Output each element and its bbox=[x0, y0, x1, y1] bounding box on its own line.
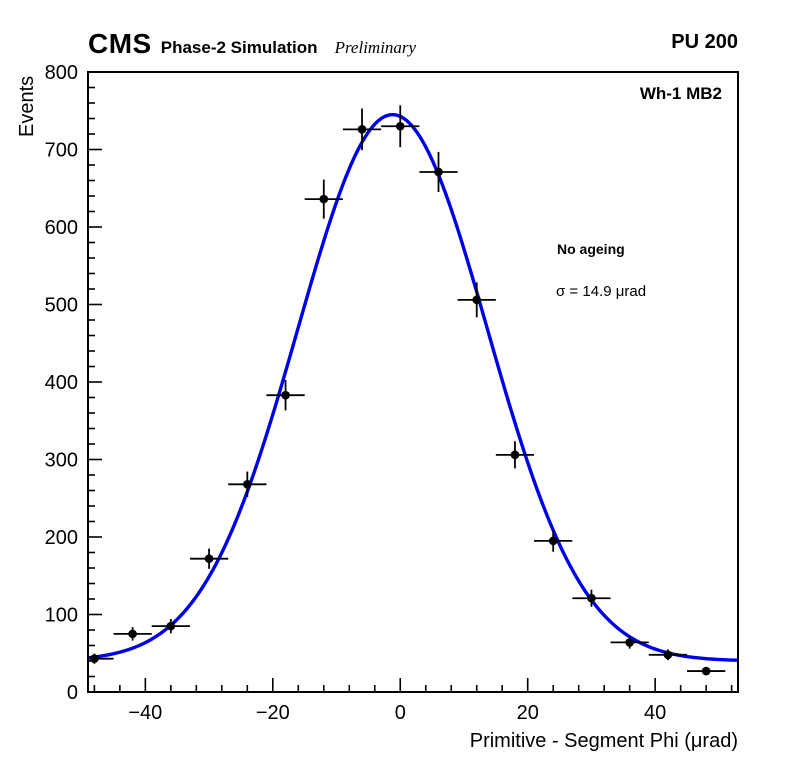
data-point bbox=[88, 653, 114, 664]
cms-logo: CMS bbox=[88, 28, 152, 59]
y-axis-title: Events bbox=[16, 76, 38, 137]
data-point bbox=[113, 627, 152, 641]
data-marker bbox=[357, 125, 367, 134]
x-tick-label: −40 bbox=[128, 702, 162, 724]
y-tick-label: 600 bbox=[45, 217, 78, 239]
x-tick-label: 20 bbox=[517, 702, 539, 724]
header: CMS Phase-2 Simulation Preliminary bbox=[88, 28, 416, 60]
data-marker bbox=[663, 650, 673, 660]
data-point bbox=[687, 666, 726, 676]
data-point bbox=[495, 441, 535, 469]
gaussian-fit-curve bbox=[88, 112, 738, 662]
data-point bbox=[151, 618, 190, 634]
y-tick-label: 700 bbox=[45, 140, 78, 162]
plot-dynamic-layer: 0 100 200 300 400 500 600 700 800 −40 −20 0 20 40 bbox=[45, 62, 738, 724]
x-tick-label: 40 bbox=[644, 702, 666, 724]
pileup-label: PU 200 bbox=[671, 31, 738, 53]
data-marker bbox=[319, 194, 329, 204]
data-layer bbox=[88, 105, 738, 676]
data-point bbox=[534, 530, 573, 552]
x-axis-title: Primitive - Segment Phi (μrad) bbox=[470, 730, 738, 752]
data-marker bbox=[510, 450, 520, 460]
data-marker bbox=[281, 390, 290, 400]
phase-label: Phase-2 Simulation bbox=[160, 38, 318, 57]
data-marker bbox=[434, 167, 443, 177]
data-point bbox=[572, 589, 611, 607]
data-marker bbox=[472, 295, 482, 305]
preliminary-label: Preliminary bbox=[334, 38, 417, 57]
data-marker bbox=[625, 638, 634, 647]
data-marker bbox=[90, 654, 99, 663]
data-point bbox=[457, 282, 496, 318]
data-marker bbox=[204, 554, 214, 563]
data-point bbox=[381, 105, 420, 148]
region-label: Wh-1 MB2 bbox=[639, 84, 722, 103]
data-marker bbox=[587, 593, 596, 603]
y-tick-label: 100 bbox=[45, 605, 78, 627]
data-point bbox=[228, 471, 267, 498]
x-tick-label: −20 bbox=[256, 702, 290, 724]
data-marker bbox=[128, 629, 137, 639]
y-tick-label: 400 bbox=[45, 372, 78, 394]
y-tick-label: 300 bbox=[45, 450, 78, 472]
data-point bbox=[419, 151, 458, 193]
plot-frame bbox=[87, 71, 739, 693]
data-point bbox=[266, 379, 305, 411]
y-tick-label: 200 bbox=[45, 527, 78, 549]
data-marker bbox=[395, 121, 405, 131]
annotation-sigma: σ = 14.9 μrad bbox=[556, 283, 647, 300]
y-tick-label: 500 bbox=[45, 295, 78, 317]
data-point bbox=[189, 548, 229, 569]
data-point bbox=[304, 179, 343, 219]
y-tick-label: 0 bbox=[67, 682, 78, 704]
data-marker bbox=[166, 621, 176, 631]
y-tick-label: 800 bbox=[45, 62, 78, 84]
x-tick-label: 0 bbox=[395, 702, 406, 724]
data-point bbox=[610, 636, 649, 649]
data-marker bbox=[243, 480, 252, 489]
data-point bbox=[648, 649, 688, 661]
data-point bbox=[342, 108, 382, 151]
data-marker bbox=[548, 536, 558, 546]
annotation-ageing: No ageing bbox=[557, 241, 625, 257]
data-marker bbox=[701, 666, 711, 676]
